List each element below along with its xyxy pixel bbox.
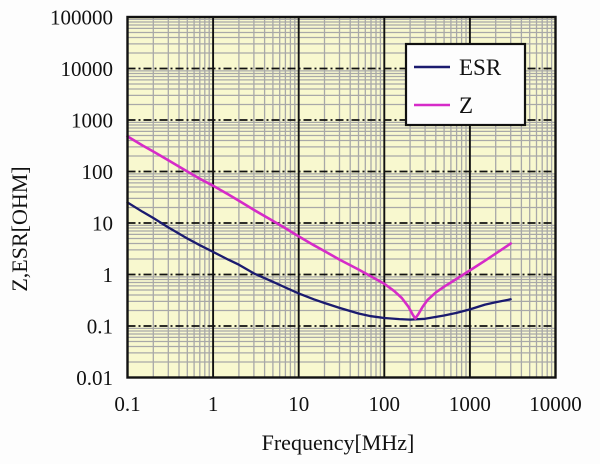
y-tick-label: 0.01 <box>76 366 113 390</box>
x-tick-label: 1000 <box>449 392 491 416</box>
x-axis-tick-labels: 0.1 1 10 100 1000 10000 <box>114 392 581 416</box>
y-tick-label: 100 <box>82 160 114 184</box>
legend-box <box>404 42 527 127</box>
curve-z <box>126 135 513 320</box>
data-curves <box>126 135 513 321</box>
x-tick-label: 10000 <box>529 392 582 416</box>
grid-major-lines <box>127 17 556 378</box>
legend-z-label: Z <box>459 93 473 118</box>
plot-frame <box>126 15 557 379</box>
legend: ESR Z <box>404 42 527 127</box>
y-tick-label: 10000 <box>61 57 114 81</box>
x-tick-label: 0.1 <box>114 392 140 416</box>
legend-esr-label: ESR <box>459 55 502 80</box>
grid-minor-lines <box>127 17 556 378</box>
x-axis-title: Frequency[MHz] <box>262 430 415 455</box>
x-tick-label: 1 <box>208 392 219 416</box>
y-tick-label: 100000 <box>50 6 113 30</box>
y-tick-label: 10 <box>92 212 113 236</box>
x-tick-label: 10 <box>288 392 309 416</box>
y-axis-title: Z,ESR[OHM] <box>7 166 32 291</box>
y-tick-label: 1000 <box>71 109 113 133</box>
x-tick-label: 100 <box>369 392 401 416</box>
y-tick-label: 1 <box>103 263 114 287</box>
curve-esr <box>126 201 512 321</box>
y-axis-tick-labels: 100000 10000 1000 100 10 1 0.1 0.01 <box>50 6 113 391</box>
y-tick-label: 0.1 <box>87 315 113 339</box>
